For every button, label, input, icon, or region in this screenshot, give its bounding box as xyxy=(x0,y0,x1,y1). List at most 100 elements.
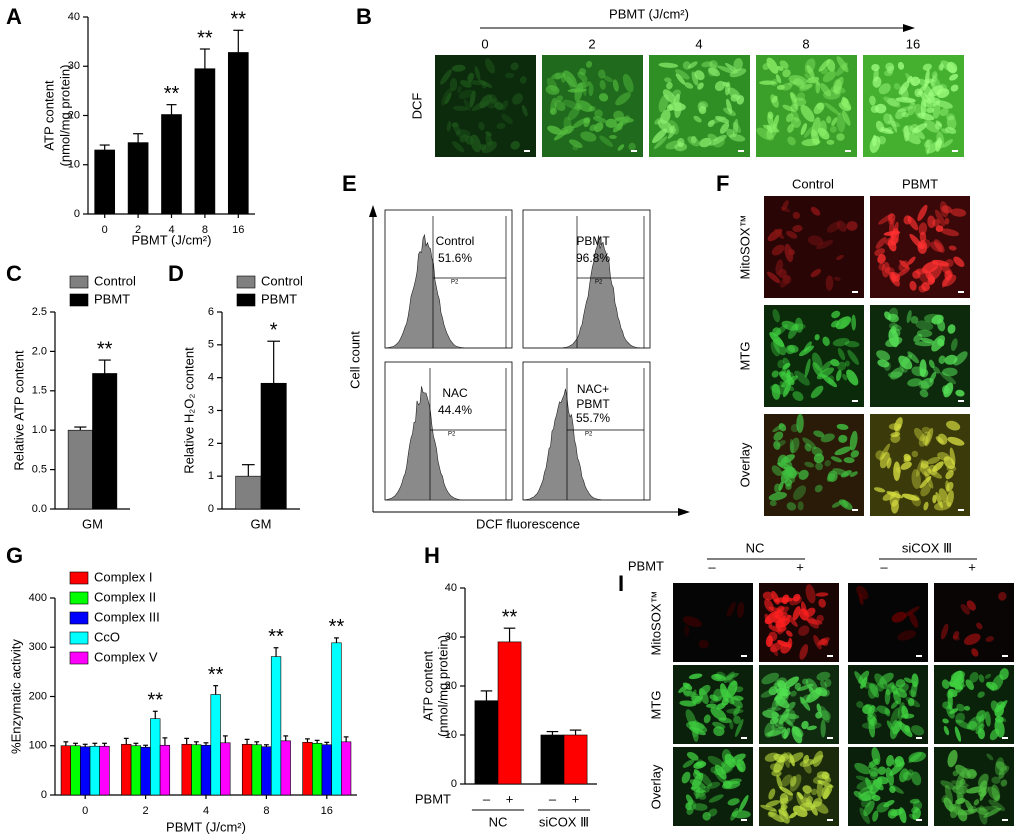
cell xyxy=(812,774,830,785)
cell xyxy=(834,446,852,456)
cell xyxy=(622,73,634,93)
scale-bar xyxy=(852,509,858,511)
scale-bar xyxy=(827,655,833,657)
error-bar xyxy=(324,741,330,745)
cell xyxy=(767,726,787,737)
cell xyxy=(907,378,923,387)
legend-swatch xyxy=(69,631,89,645)
cell xyxy=(792,391,804,401)
cell xyxy=(768,625,783,633)
cell xyxy=(965,799,974,813)
gate-label: P2 xyxy=(595,280,603,286)
panel-letter: B xyxy=(356,4,372,29)
cell xyxy=(798,625,810,636)
cell xyxy=(935,436,944,444)
cell xyxy=(687,136,700,147)
cell xyxy=(815,462,823,471)
cell xyxy=(826,139,835,145)
cell xyxy=(949,447,956,466)
cell xyxy=(796,413,804,433)
cell xyxy=(792,225,803,233)
error-bar xyxy=(233,29,244,53)
cell xyxy=(822,70,836,83)
cell xyxy=(794,370,810,386)
cell xyxy=(599,135,614,147)
cell xyxy=(991,776,1001,784)
cell xyxy=(920,460,929,469)
panel-letter: G xyxy=(6,543,23,568)
cell xyxy=(926,456,941,465)
x-tick-label: 16 xyxy=(232,224,244,236)
y-tick-label: 2.0 xyxy=(32,345,47,357)
cell xyxy=(775,615,792,623)
cell xyxy=(831,501,842,508)
cell xyxy=(816,671,831,681)
cell xyxy=(695,786,701,800)
cell xyxy=(688,673,703,680)
cell xyxy=(949,73,959,81)
cell xyxy=(800,694,811,704)
cell xyxy=(940,780,956,790)
error-bar xyxy=(82,743,88,747)
bar xyxy=(563,734,588,785)
cell xyxy=(775,696,790,709)
cell xyxy=(994,757,1005,776)
cell xyxy=(940,228,960,237)
cell xyxy=(889,113,898,133)
cell xyxy=(777,680,787,690)
cell xyxy=(830,359,840,367)
cell xyxy=(871,747,881,766)
cell xyxy=(598,69,606,79)
y-tick-label: 200 xyxy=(29,690,47,702)
cell xyxy=(512,93,523,105)
cell xyxy=(657,119,674,134)
cell xyxy=(708,67,720,77)
cell xyxy=(690,689,697,700)
cell xyxy=(806,618,823,625)
x-tick-label: NC xyxy=(489,814,508,829)
significance: ** xyxy=(329,616,345,638)
cell xyxy=(869,777,883,795)
cell xyxy=(463,99,471,111)
y-tick-label: 20 xyxy=(68,109,80,121)
legend-label: Control xyxy=(94,273,136,288)
cell xyxy=(781,687,788,697)
error-bar xyxy=(162,737,168,746)
cell xyxy=(917,242,926,250)
cell xyxy=(654,117,663,125)
x-tick-label: 8 xyxy=(263,805,269,817)
bar xyxy=(94,149,116,215)
cell xyxy=(777,752,792,764)
cell xyxy=(946,465,957,472)
cell xyxy=(804,58,816,74)
cell xyxy=(738,795,749,812)
cell xyxy=(714,673,722,680)
cell xyxy=(820,710,831,721)
scale-bar xyxy=(952,150,958,152)
cell xyxy=(977,691,985,698)
cell xyxy=(843,457,855,464)
bar xyxy=(241,743,253,796)
error-bar xyxy=(92,742,98,747)
cell xyxy=(555,95,564,102)
cell xyxy=(764,752,780,762)
cell xyxy=(770,340,780,357)
cell xyxy=(709,134,727,146)
significance: ** xyxy=(197,27,213,49)
cell xyxy=(574,81,592,89)
cell xyxy=(897,630,917,641)
scale-bar xyxy=(958,509,964,511)
cell xyxy=(925,139,930,155)
cell xyxy=(942,367,958,377)
cell xyxy=(813,453,825,464)
cell xyxy=(973,799,980,806)
cell xyxy=(1000,779,1008,787)
cell xyxy=(452,141,465,153)
micrograph xyxy=(934,665,1014,744)
x-tick-label: 4 xyxy=(203,805,209,817)
cell xyxy=(847,349,860,365)
cell xyxy=(775,621,787,632)
cell xyxy=(773,440,781,450)
y-tick-label: 40 xyxy=(445,582,457,594)
cell xyxy=(579,68,587,76)
